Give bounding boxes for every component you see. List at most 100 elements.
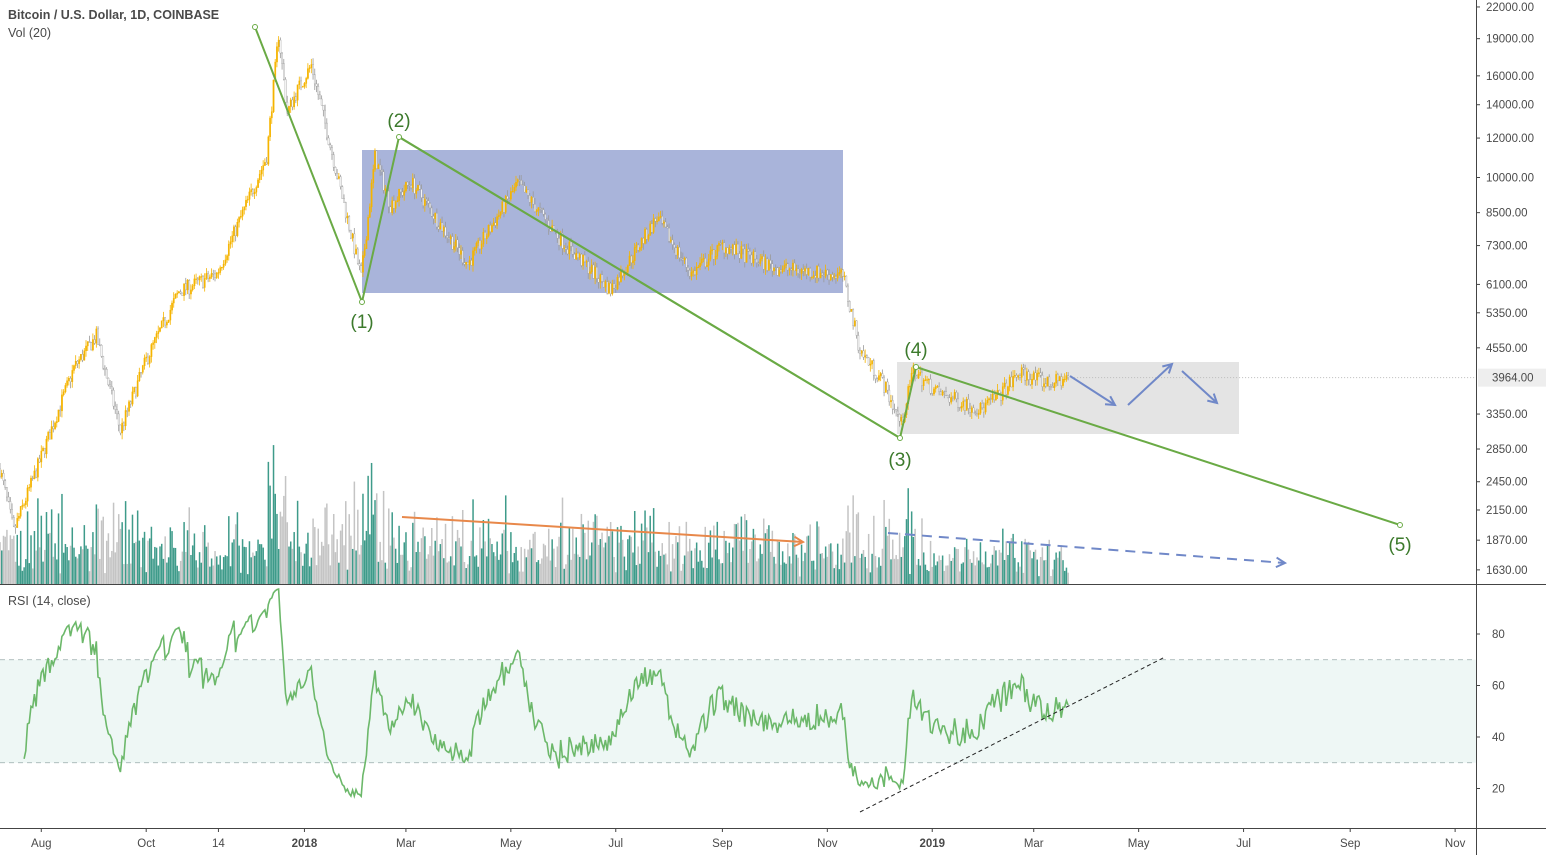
candle [886,381,889,391]
volume-bar [33,530,36,584]
candle [74,361,77,366]
volume-bar [719,563,722,584]
candle [613,283,615,289]
candle [489,225,492,233]
volume-bar [317,528,319,584]
volume-bar [26,511,29,584]
volume-bar [117,514,120,584]
candle [628,255,631,266]
candle [1065,375,1068,380]
candle [467,262,469,265]
volume-bar [706,568,708,584]
candle [485,235,488,240]
candle [539,207,541,209]
volume-bar [807,535,810,584]
volume-bar [482,519,485,584]
volume-bar [718,559,720,584]
candle [934,386,937,390]
volume-bar [639,563,641,584]
candle [687,267,689,271]
candle [284,79,287,103]
volume-bar [216,556,218,584]
candle [922,379,925,386]
candle [362,255,364,273]
volume-bar [1050,576,1052,584]
candle [453,246,455,250]
candle [179,291,182,294]
volume-bar [656,566,658,584]
volume-bar [678,526,681,584]
volume-bar [572,528,574,584]
volume-bar [990,563,992,584]
volume-bar [587,520,590,584]
volume-bar [960,563,963,584]
candle [222,263,225,268]
candle [754,251,756,260]
candle [148,356,151,364]
volume-bar [971,562,973,584]
candle [795,268,798,272]
candle [589,271,591,274]
candle [773,267,775,272]
volume-bar [654,551,657,584]
candle [55,421,58,424]
volume-bar [534,531,536,584]
volume-bar [996,565,999,584]
volume-bar [733,523,736,584]
candle [900,417,903,422]
volume-bar [446,562,448,584]
volume-bar [393,537,395,584]
volume-bar [1005,541,1007,584]
volume-bar [1008,541,1011,584]
volume-bar [969,559,971,584]
candle [860,350,863,354]
volume-bar [919,565,921,584]
candle [766,258,769,271]
volume-bar [878,557,880,584]
candle [969,408,971,413]
volume-bar [647,552,650,584]
candle [300,80,302,88]
candle [138,372,141,381]
volume-bar [226,556,228,584]
candle [129,401,132,405]
volume-bar [222,557,225,584]
volume-bar [664,553,667,584]
candle [109,384,111,387]
candle [921,371,923,386]
volume-bar [319,555,321,584]
volume-bar [642,540,645,584]
volume-bar [611,531,614,584]
volume-bar [869,572,872,584]
candle [915,375,918,379]
candle [504,196,507,213]
symbol-title: Bitcoin / U.S. Dollar, 1D, COINBASE [8,8,220,22]
volume-bar [449,556,452,584]
volume-bar [781,551,784,584]
volume-bar [209,566,211,584]
candle [437,226,440,230]
candle [847,285,849,302]
volume-bar [197,567,199,584]
candle [155,333,158,338]
volume-bar [74,556,77,584]
candle [824,269,827,277]
candle [869,363,872,366]
volume-bar [124,501,127,584]
volume-bar [578,556,581,584]
time-tick-label: 2018 [292,838,318,850]
volume-bar [358,554,361,584]
candle [391,200,394,213]
candle [43,447,46,455]
volume-bar [771,530,774,584]
candle [819,272,822,279]
volume-bar [453,565,455,584]
volume-bar [859,557,861,584]
candle [59,409,62,412]
price-tick-label: 1630.00 [1486,565,1528,577]
candle [697,266,700,268]
volume-bar [93,554,96,584]
candle [859,349,861,354]
volume-bar [861,553,863,584]
